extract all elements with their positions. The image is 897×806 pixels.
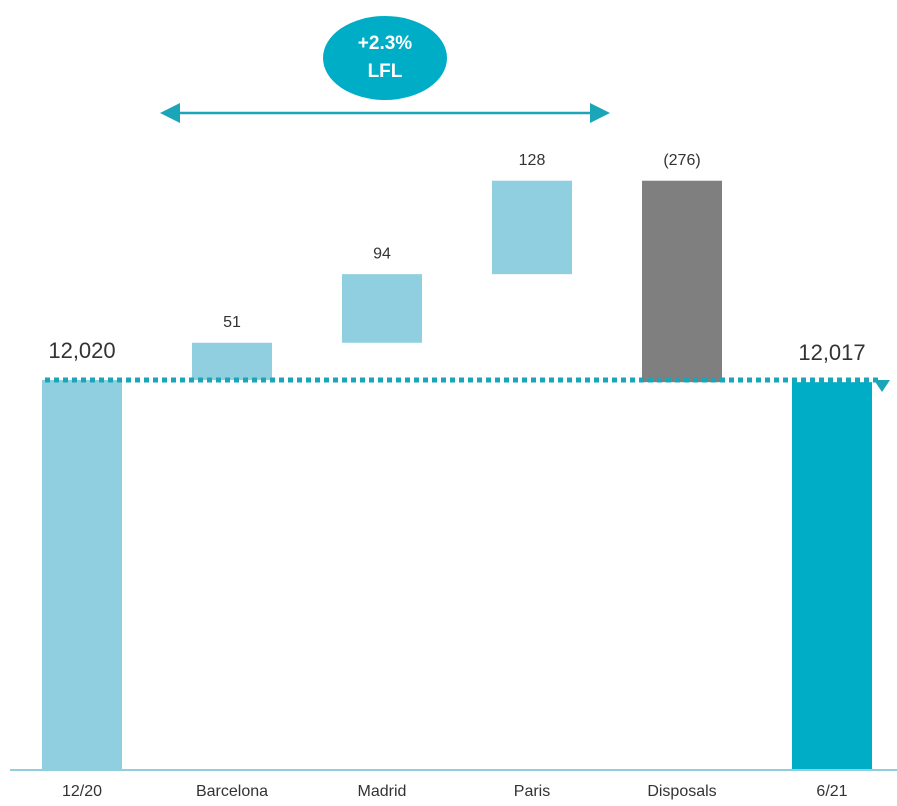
badge-text: +2.3% <box>358 33 413 54</box>
x-tick-label: Barcelona <box>196 783 268 800</box>
value-label: 94 <box>373 245 391 262</box>
value-label: 51 <box>223 314 241 331</box>
reference-arrow <box>874 380 890 392</box>
bar <box>42 380 122 770</box>
value-label: 12,020 <box>48 338 115 363</box>
value-label: 128 <box>519 152 546 169</box>
x-tick-label: Madrid <box>358 783 407 800</box>
bar <box>492 180 572 275</box>
badge-text: LFL <box>368 61 403 82</box>
x-tick-label: Disposals <box>647 783 716 800</box>
bar <box>642 180 722 383</box>
x-tick-label: 12/20 <box>62 783 102 800</box>
x-tick-label: Paris <box>514 783 550 800</box>
bar <box>192 342 272 380</box>
x-tick-label: 6/21 <box>816 783 847 800</box>
bar <box>342 274 422 343</box>
bar <box>792 382 872 770</box>
value-label: 12,017 <box>798 340 865 365</box>
lfl-badge <box>323 16 447 100</box>
value-label: (276) <box>663 152 700 169</box>
